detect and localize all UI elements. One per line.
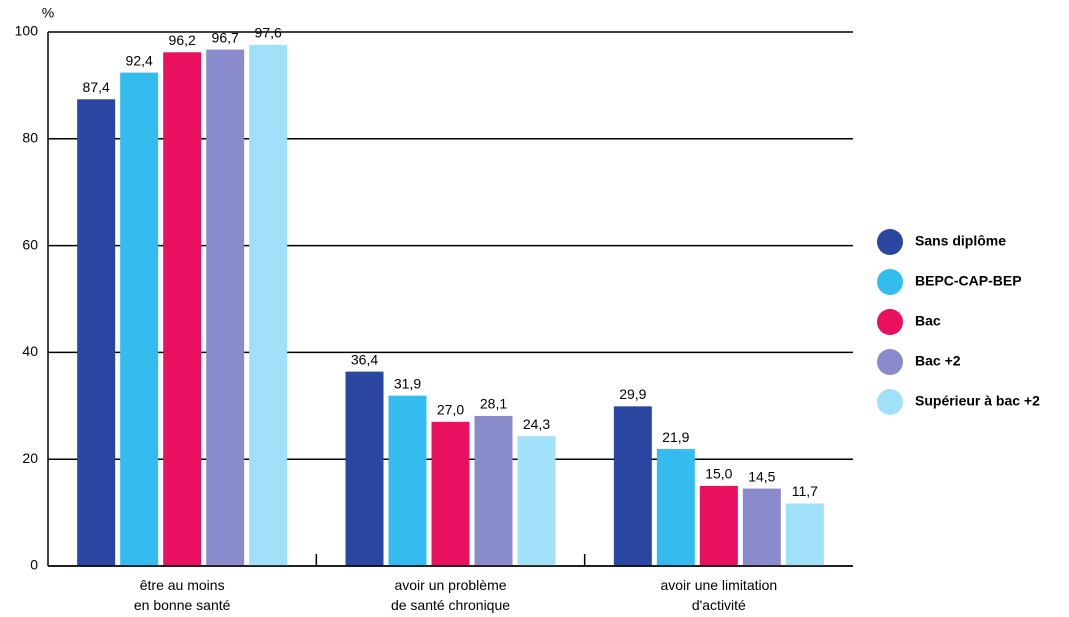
value-label: 24,3: [523, 416, 550, 432]
value-label: 21,9: [662, 429, 689, 445]
bar: [249, 44, 288, 567]
legend-label: Bac +2: [915, 353, 961, 369]
x-tick-label: avoir un problème de santé chronique: [391, 577, 510, 613]
value-label: 27,0: [437, 402, 464, 418]
x-tick-label: être au moins en bonne santé: [134, 577, 231, 613]
value-label: 96,2: [169, 32, 196, 48]
value-label: 11,7: [792, 483, 818, 499]
legend-label: BEPC-CAP-BEP: [915, 273, 1022, 289]
bar: [163, 52, 202, 567]
y-axis-label: %: [42, 5, 54, 21]
bar: [206, 49, 245, 566]
value-label: 15,0: [705, 466, 732, 482]
legend-label: Supérieur à bac +2: [915, 393, 1040, 409]
y-tick-label: 60: [22, 236, 38, 252]
value-label: 31,9: [394, 375, 421, 391]
value-label: 87,4: [83, 79, 110, 95]
y-tick-label: 20: [22, 450, 38, 466]
bar: [77, 99, 116, 566]
value-label: 14,5: [748, 468, 775, 484]
legend-marker: [877, 389, 903, 415]
y-tick-label: 100: [15, 23, 39, 39]
x-tick-label: avoir une limitation d'activité: [660, 577, 777, 613]
legend-marker: [877, 309, 903, 335]
value-label: 92,4: [126, 52, 153, 68]
value-label: 28,1: [480, 396, 507, 412]
bar: [431, 421, 470, 566]
bar: [699, 485, 738, 566]
legend-marker: [877, 349, 903, 375]
value-label: 96,7: [212, 29, 239, 45]
bar: [345, 371, 384, 566]
y-tick-label: 40: [22, 343, 38, 359]
value-label: 29,9: [619, 386, 646, 402]
legend-marker: [877, 269, 903, 295]
legend-label: Bac: [915, 313, 941, 329]
bar: [120, 72, 159, 567]
y-tick-label: 0: [30, 557, 38, 573]
legend-label: Sans diplôme: [915, 233, 1006, 249]
y-tick-label: 80: [22, 130, 38, 146]
bar: [656, 449, 695, 566]
legend-marker: [877, 229, 903, 255]
bar: [517, 436, 556, 566]
value-label: 97,6: [255, 25, 282, 41]
bar: [613, 406, 652, 566]
bar: [785, 503, 824, 566]
value-label: 36,4: [351, 351, 378, 367]
bar: [388, 395, 427, 566]
bar: [742, 488, 781, 566]
bar: [474, 415, 513, 566]
